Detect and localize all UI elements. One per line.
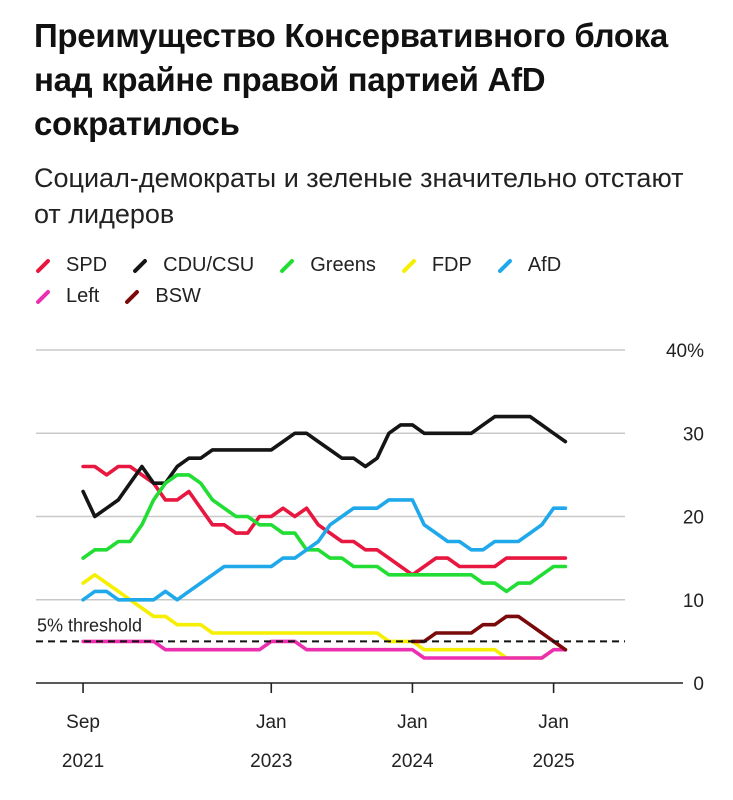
chart-title: Преимущество Консервативного блока над к…	[34, 17, 668, 142]
x-tick-year-2024-01: 2024	[391, 751, 434, 772]
y-tick-label-0: 0	[693, 674, 704, 695]
x-tick-month-2023-01: Jan	[256, 712, 287, 733]
legend-item-left: Left	[34, 285, 99, 308]
y-tick-label-10: 10	[683, 591, 704, 612]
chart-subtitle: Социал-демократы и зеленые значительно о…	[34, 163, 684, 229]
x-tick-year-2021-09: 2021	[62, 751, 104, 772]
y-tick-label-40: 40%	[666, 341, 704, 362]
series-line-fdp	[81, 572, 568, 660]
x-tick-year-2023-01: 2023	[250, 751, 292, 772]
y-tick-label-30: 30	[683, 424, 704, 445]
legend-label-left: Left	[66, 285, 100, 307]
legend-label-spd: SPD	[66, 254, 108, 276]
legend-item-spd: SPD	[34, 254, 107, 277]
series-line-afd	[81, 498, 568, 602]
legend-row-1: SPD CDU/CSU Greens FDP AfD	[34, 250, 714, 281]
legend-label-greens: Greens	[310, 254, 376, 276]
legend-item-greens: Greens	[278, 254, 376, 277]
legend-item-bsw: BSW	[123, 285, 201, 308]
series-line-left	[81, 639, 568, 660]
legend-item-afd: AfD	[496, 254, 561, 277]
x-tick-month-2025-01: Jan	[538, 712, 569, 733]
legend-row-2: Left BSW	[34, 281, 714, 312]
series-line-bsw	[410, 614, 568, 652]
series-line-cdu-csu	[81, 414, 568, 519]
x-tick-month-2021-09: Sep	[66, 712, 100, 733]
legend: SPD CDU/CSU Greens FDP AfD Left BSW	[34, 250, 714, 312]
series-line-spd	[81, 464, 568, 577]
x-tick-month-2024-01: Jan	[397, 712, 428, 733]
legend-item-fdp: FDP	[400, 254, 472, 277]
series-line-greens	[81, 473, 568, 594]
y-tick-label-20: 20	[683, 508, 704, 529]
threshold-label: 5% threshold	[37, 615, 142, 635]
x-tick-year-2025-01: 2025	[532, 751, 574, 772]
legend-label-bsw: BSW	[155, 285, 201, 307]
legend-item-cdu-csu: CDU/CSU	[131, 254, 254, 277]
legend-label-afd: AfD	[527, 254, 562, 276]
legend-label-fdp: FDP	[431, 254, 472, 276]
legend-label-cdu-csu: CDU/CSU	[163, 254, 255, 276]
